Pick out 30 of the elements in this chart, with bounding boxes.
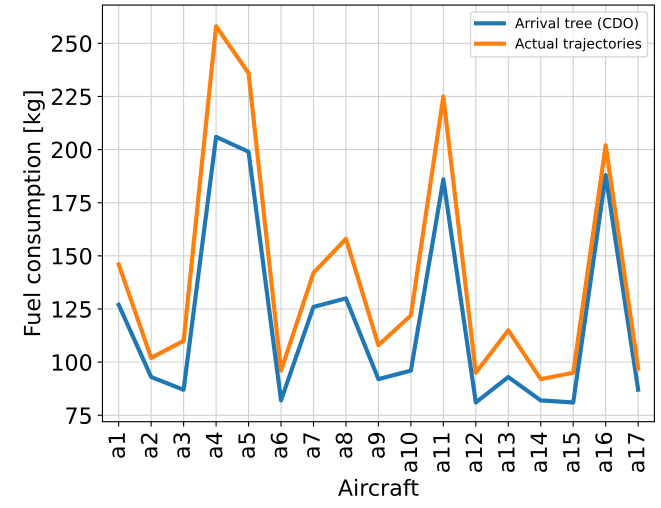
x-tick-label: a17 [628,433,645,472]
x-tick-label: a10 [400,432,418,472]
x-tick-label: a4 [206,432,223,458]
x-tick-label: a8 [336,432,352,458]
y-tick-label: 100 [52,354,92,371]
y-tick-label: 150 [52,248,92,265]
y-tick-label: 250 [52,35,92,52]
x-tick-label: a14 [530,432,548,472]
x-tick-label: a12 [465,434,482,472]
line-series [116,134,640,405]
x-tick-label: a3 [173,433,190,458]
y-axis-title: Fuel consumption [kg] [23,91,45,336]
x-tick-label: a2 [140,434,158,458]
x-tick-label: a13 [498,433,515,472]
y-tick-label: 225 [52,88,91,106]
y-tick-label: 175 [52,194,91,212]
legend-label: Arrival tree (CDO) [515,18,638,30]
x-tick-label: a6 [270,432,288,458]
y-tick-label: 125 [52,300,91,318]
x-tick-label: a9 [368,432,385,458]
y-tick-label: 75 [66,408,91,424]
x-tick-label: a1 [108,433,126,458]
x-tick-label: a7 [303,433,320,458]
legend-label: Actual trajectories [515,38,642,52]
y-tick-label: 200 [52,142,92,158]
x-axis-title: Aircraft [338,478,418,496]
x-tick-label: a5 [238,433,256,458]
x-tick-label: a15 [563,433,580,472]
x-tick-label: a11 [433,433,450,472]
x-tick-label: a16 [595,432,612,472]
